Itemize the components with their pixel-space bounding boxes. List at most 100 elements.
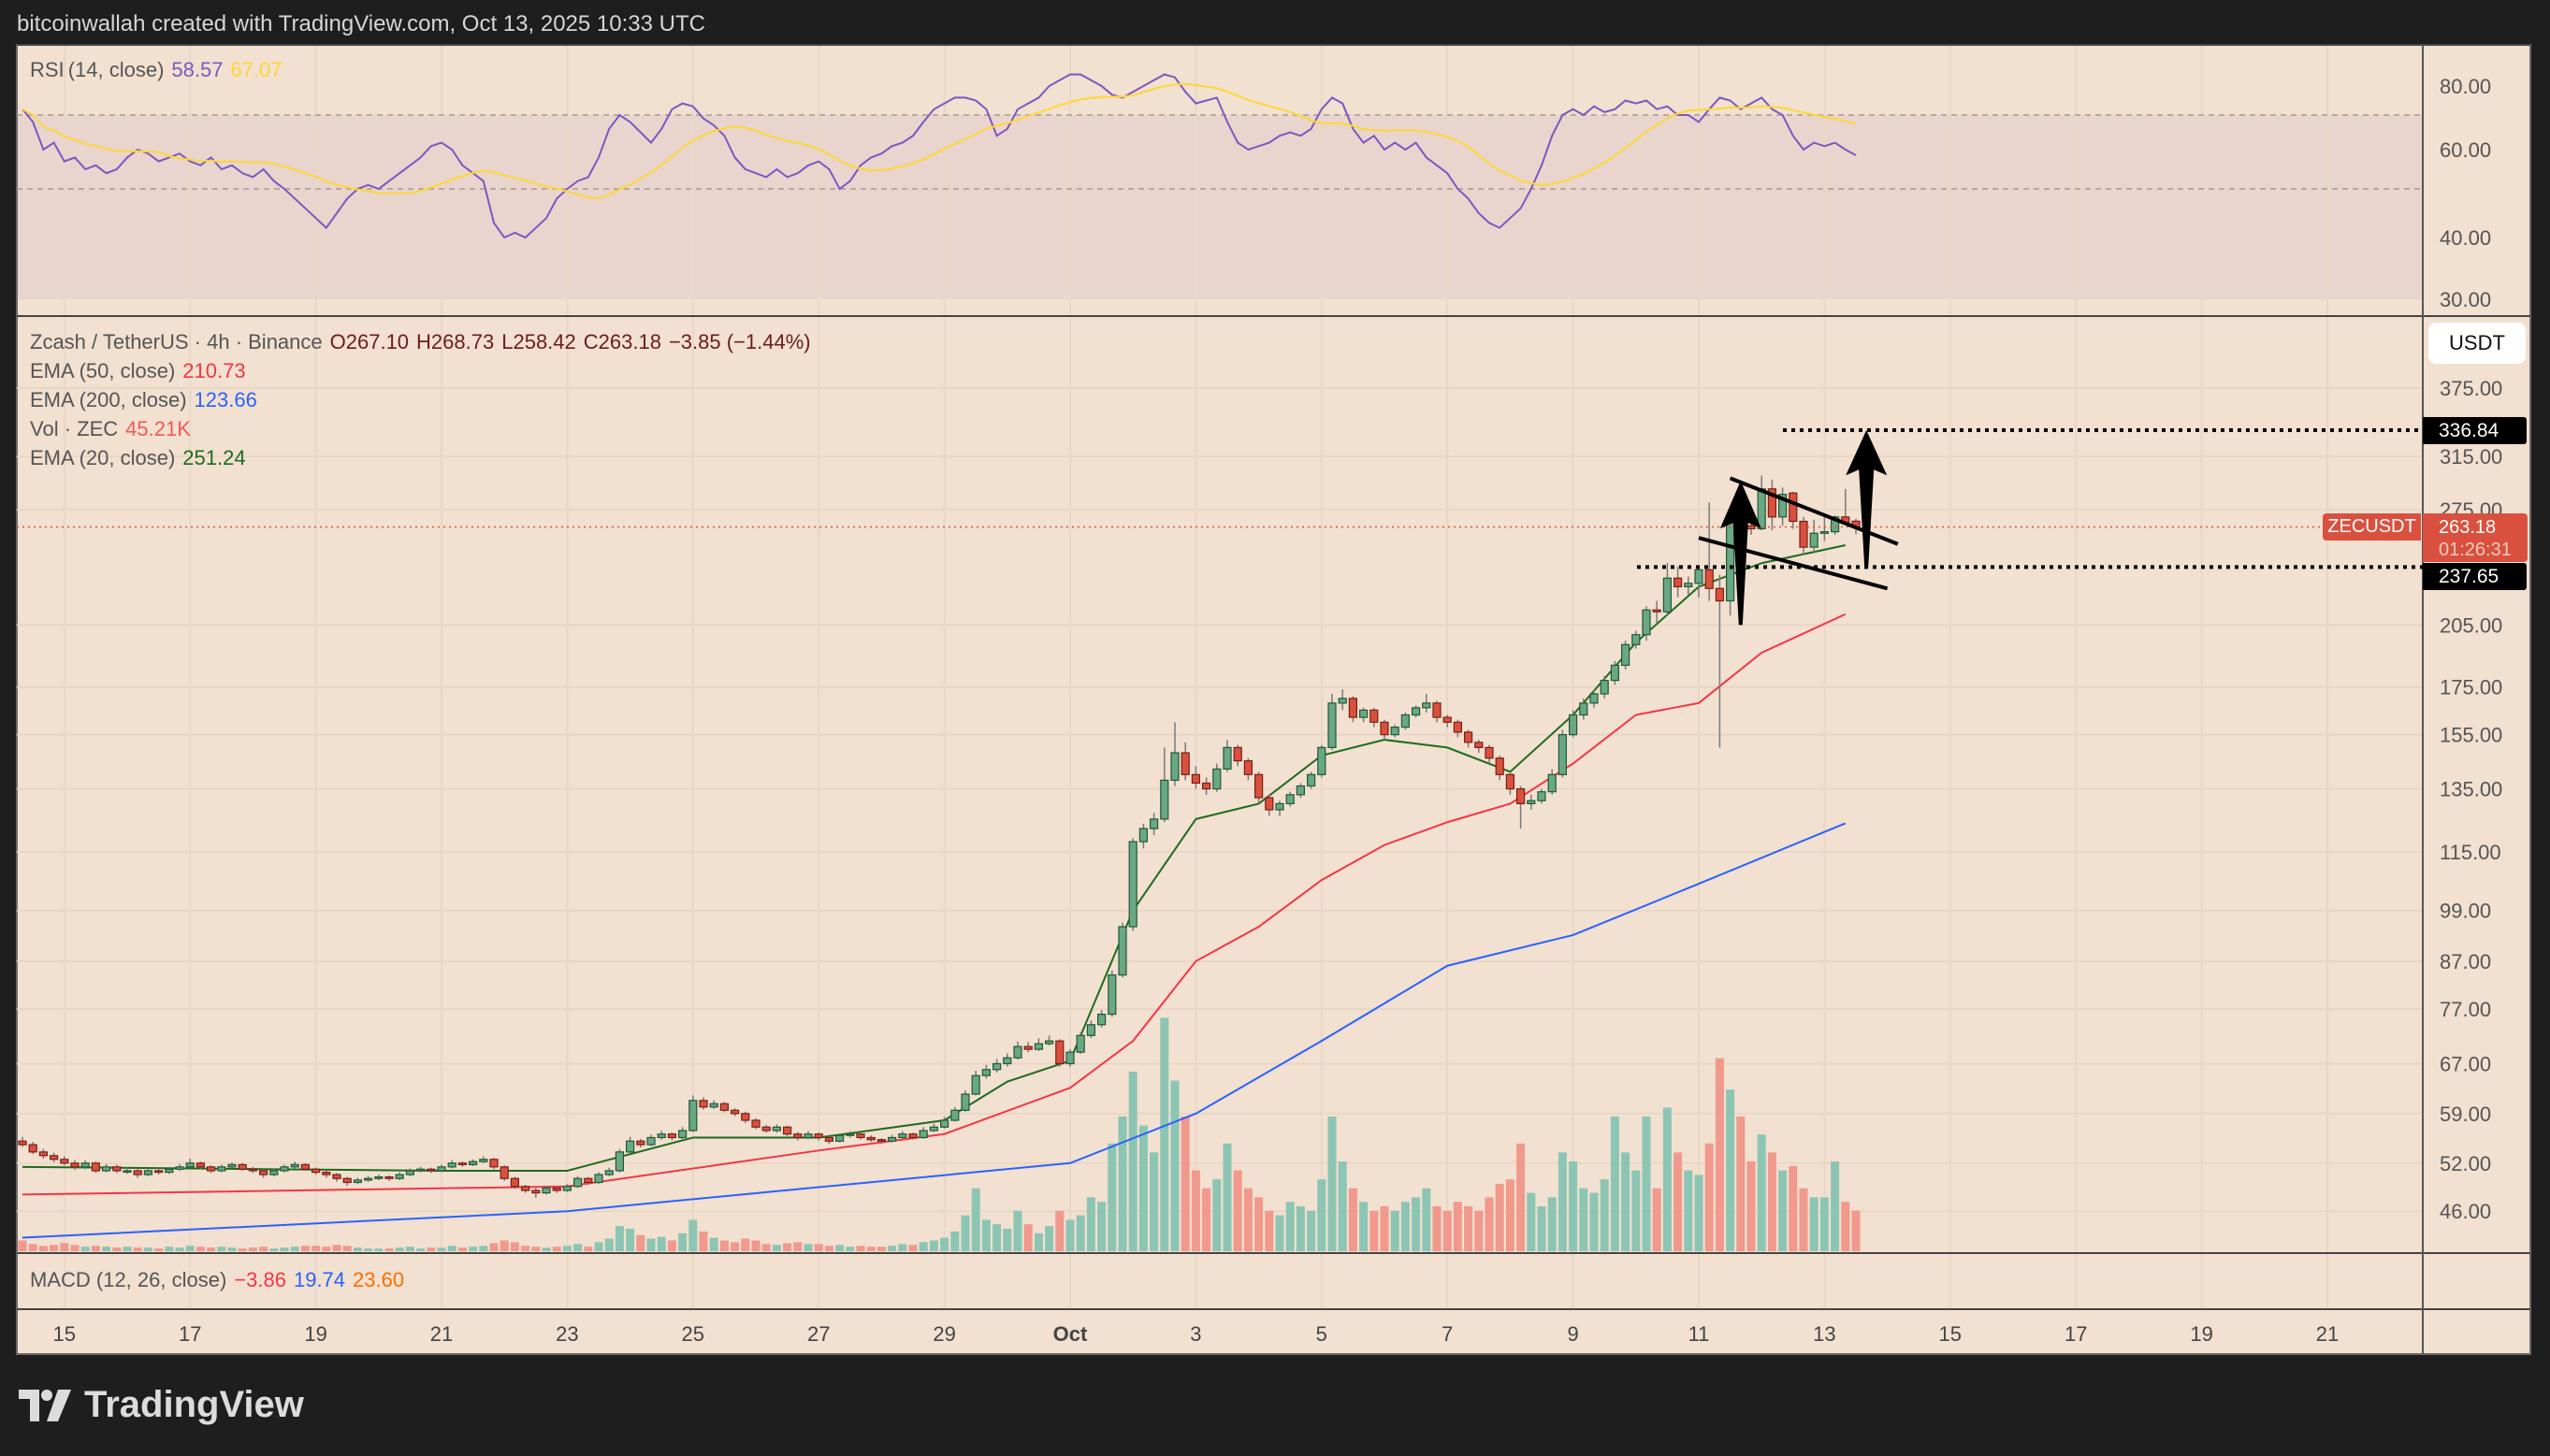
volume-bar xyxy=(28,1244,37,1251)
volume-legend[interactable]: Vol · ZEC 45.21K xyxy=(30,417,198,441)
volume-bar xyxy=(1579,1188,1588,1251)
target-price-tag: 336.84 xyxy=(2423,417,2527,444)
volume-bar xyxy=(1307,1210,1316,1251)
volume-bar xyxy=(793,1242,803,1251)
volume-bar xyxy=(1516,1143,1526,1251)
volume-bar xyxy=(154,1248,164,1251)
volume-bar xyxy=(1673,1152,1683,1251)
candle xyxy=(384,1175,394,1179)
ema200-line xyxy=(22,822,1847,1239)
candle xyxy=(677,1130,688,1139)
ema20-legend[interactable]: EMA (20, close) 251.24 xyxy=(30,446,254,470)
candle xyxy=(1777,494,1788,518)
symbol-title[interactable]: Zcash / TetherUS · 4h · Binance xyxy=(30,330,323,353)
volume-bar xyxy=(741,1238,750,1251)
y-tick-label: 67.00 xyxy=(2440,1052,2491,1075)
candle xyxy=(1086,1024,1096,1036)
volume-bar xyxy=(542,1247,551,1251)
volume-bar xyxy=(280,1247,289,1251)
volume-bar xyxy=(940,1237,949,1251)
candle xyxy=(1505,773,1515,790)
volume-bar xyxy=(1223,1143,1232,1251)
volume-bar xyxy=(1118,1117,1127,1251)
candle xyxy=(572,1177,583,1188)
candle xyxy=(259,1170,268,1175)
candle xyxy=(1044,1040,1054,1045)
rsi-tick-label: 80.00 xyxy=(2440,75,2491,98)
candle xyxy=(1673,577,1683,588)
y-tick-label: 175.00 xyxy=(2440,676,2502,699)
x-tick-label: 23 xyxy=(556,1322,578,1346)
candle xyxy=(552,1187,561,1191)
volume-bar xyxy=(1809,1197,1818,1251)
ema200-legend[interactable]: EMA (200, close) 123.66 xyxy=(30,388,265,412)
ema50-legend[interactable]: EMA (50, close) 210.73 xyxy=(30,359,254,383)
macd-hist-value: −3.86 xyxy=(234,1268,286,1291)
candle xyxy=(60,1159,69,1164)
volume-bar xyxy=(207,1247,216,1251)
symbol-tag: ZECUSDT xyxy=(2323,513,2421,541)
candle xyxy=(1390,726,1399,736)
volume-bar xyxy=(1170,1080,1180,1251)
ema200-value: 123.66 xyxy=(194,388,257,411)
volume-bar xyxy=(80,1247,90,1251)
currency-button[interactable]: USDT xyxy=(2428,323,2526,364)
volume-bar xyxy=(521,1246,530,1251)
volume-bar xyxy=(133,1247,142,1251)
candle xyxy=(342,1177,352,1184)
candle xyxy=(1327,702,1337,748)
candle xyxy=(1138,828,1149,843)
candle xyxy=(667,1133,677,1139)
macd-legend[interactable]: MACD (12, 26, close) −3.86 19.74 23.60 xyxy=(30,1268,412,1292)
volume-bar xyxy=(531,1247,541,1251)
volume-bar xyxy=(877,1247,886,1251)
volume-bar xyxy=(688,1219,698,1251)
volume-bar xyxy=(950,1231,960,1251)
candle xyxy=(1191,773,1201,785)
volume-bar xyxy=(322,1247,331,1251)
volume-bar xyxy=(888,1246,897,1251)
volume-bar xyxy=(1108,1143,1117,1251)
candle xyxy=(950,1109,960,1121)
volume-bar xyxy=(447,1246,456,1251)
candle xyxy=(604,1170,614,1175)
volume-bar xyxy=(646,1238,656,1251)
candle xyxy=(1149,818,1159,829)
volume-bar xyxy=(783,1243,792,1251)
candle xyxy=(1096,1014,1107,1026)
volume-bar xyxy=(248,1247,257,1251)
candle xyxy=(741,1113,750,1121)
candle xyxy=(290,1163,299,1168)
candle xyxy=(1296,785,1306,796)
change-value: −3.85 (−1.44%) xyxy=(668,330,811,353)
candle xyxy=(1652,609,1661,613)
volume-bar xyxy=(1076,1215,1085,1251)
candle xyxy=(898,1133,907,1139)
volume-bar xyxy=(217,1247,226,1251)
tradingview-logo[interactable]: TradingView xyxy=(19,1384,304,1426)
candle xyxy=(312,1168,321,1174)
candle xyxy=(38,1151,49,1157)
arrow-up-icon xyxy=(1719,481,1761,626)
volume-bar xyxy=(312,1246,321,1251)
x-tick-label: 21 xyxy=(430,1322,453,1346)
volume-bar xyxy=(1642,1117,1651,1251)
candle xyxy=(489,1159,499,1168)
x-tick-label: 17 xyxy=(179,1322,201,1346)
volume-bar xyxy=(615,1226,624,1251)
volume-bar xyxy=(300,1246,310,1251)
candle xyxy=(594,1174,603,1184)
volume-bar xyxy=(1841,1202,1850,1251)
candle xyxy=(1642,609,1651,636)
volume-bar xyxy=(1254,1197,1264,1251)
volume-bar xyxy=(437,1247,446,1251)
volume-bar xyxy=(1569,1161,1578,1251)
candle xyxy=(133,1170,142,1175)
volume-bar xyxy=(929,1240,938,1251)
candle xyxy=(1474,742,1484,748)
volume-bar xyxy=(1799,1188,1808,1251)
volume-bar xyxy=(50,1245,59,1251)
x-tick-label: 13 xyxy=(1813,1322,1835,1346)
candle xyxy=(730,1109,740,1115)
